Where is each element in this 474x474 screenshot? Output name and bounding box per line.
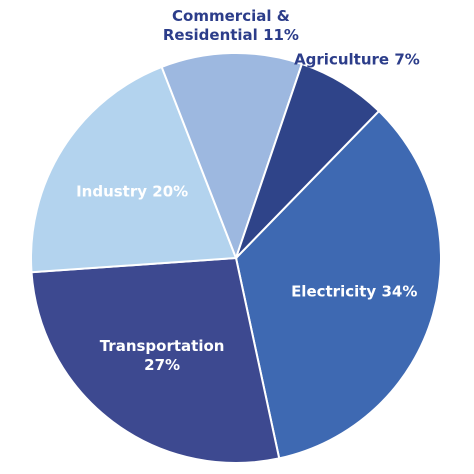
slice-label: Transportation 27% [87,337,237,375]
slice-label: Industry 20% [57,183,207,202]
slice-label: Agriculture 7% [282,51,432,70]
value-label: 20% [152,182,189,201]
pie-slice [160,52,304,261]
value-label: 27% [144,356,181,375]
pie-slice [30,256,281,464]
slice-label: Electricity 34% [279,282,429,301]
category-label: Commercial & Residential [162,7,290,45]
category-label: Industry [76,182,148,201]
pie-slice [235,62,381,259]
slice-label: Commercial & Residential 11% [156,7,306,45]
value-label: 34% [381,282,418,301]
category-label: Transportation [99,337,225,356]
pie-slice [234,109,442,460]
value-label: 7% [394,50,420,69]
category-label: Electricity [291,282,377,301]
category-label: Agriculture [294,50,390,69]
pie-slice [30,65,238,274]
value-label: 11% [263,26,299,45]
